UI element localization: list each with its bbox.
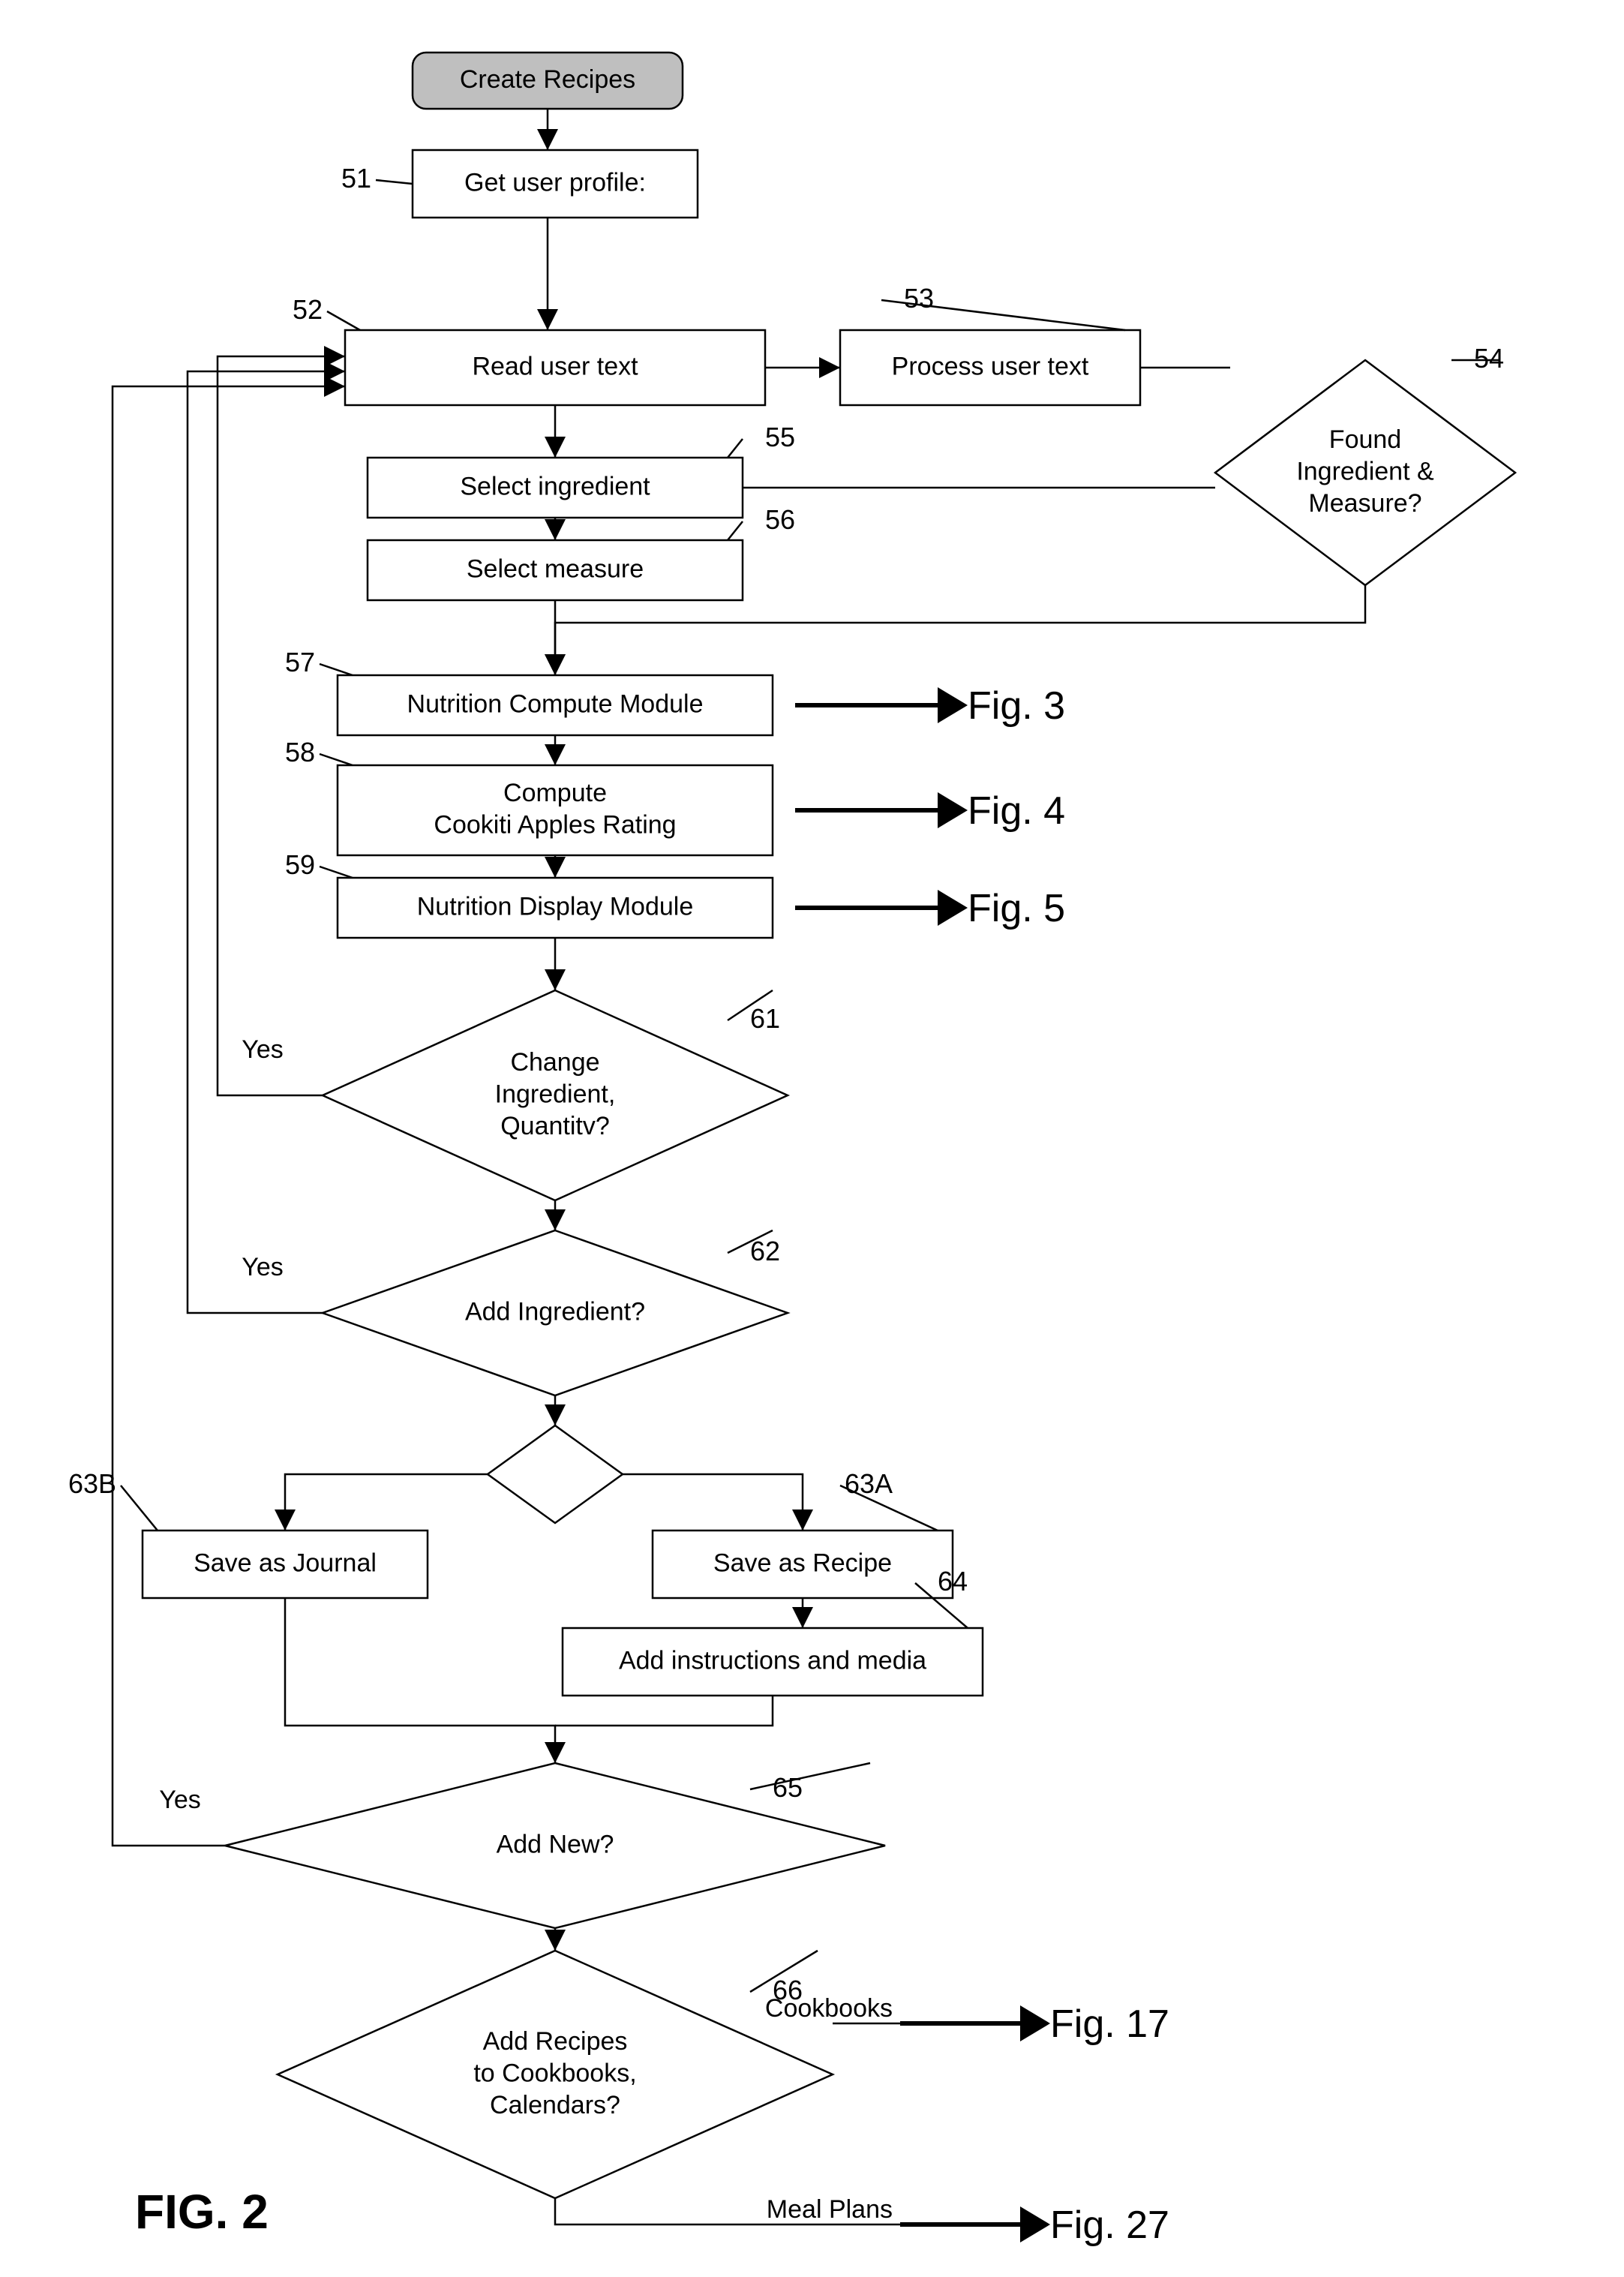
node-label-n52-0: Read user text [472,352,638,380]
node-label-n55-0: Select ingredient [460,472,650,500]
node-label-n66-1: to Cookbooks, [473,2059,636,2087]
node-label-n63B-0: Save as Journal [194,1549,377,1577]
edge [113,386,345,1846]
edge [285,1474,488,1531]
node-label-n61-0: Change [510,1048,599,1077]
ref-54: 54 [1474,343,1504,374]
edge-label-yes65: Yes [159,1786,200,1814]
ref-63A: 63A [845,1468,893,1499]
node-label-start-0: Create Recipes [460,65,635,94]
ref-56: 56 [765,504,795,535]
ref-59: 59 [285,849,315,880]
edge [285,1598,555,1763]
decision-n63 [488,1425,623,1523]
ref-61: 61 [750,1003,780,1034]
node-label-n59-0: Nutrition Display Module [417,892,694,921]
edge-label-yes61: Yes [242,1035,283,1064]
node-label-n53-0: Process user text [892,352,1089,380]
ref-55: 55 [765,422,795,452]
figref-fig3: Fig. 3 [968,684,1065,728]
node-label-n61-2: Quantitv? [500,1112,610,1140]
ref-52: 52 [293,294,323,325]
node-label-n58-0: Compute [503,779,607,807]
edge [555,1696,773,1726]
node-label-n58-1: Cookiti Apples Rating [434,811,676,840]
node-label-n66-0: Add Recipes [483,2027,628,2056]
node-label-n56-0: Select measure [467,554,644,583]
node-label-n54-0: Found [1329,425,1401,454]
edge [218,356,345,1095]
node-label-n66-2: Calendars? [490,2091,620,2119]
figref-fig27: Fig. 27 [1050,2203,1169,2247]
ref-58: 58 [285,737,315,768]
node-label-n65-0: Add New? [497,1830,614,1858]
ref-63B: 63B [68,1468,116,1499]
figref-fig17: Fig. 17 [1050,2002,1169,2046]
ref-64: 64 [938,1566,968,1597]
figref-fig4: Fig. 4 [968,789,1065,833]
figure-title: FIG. 2 [135,2185,269,2239]
ref-65: 65 [773,1772,803,1803]
edge-label-cookbooks: Cookbooks [765,1994,893,2023]
node-label-n54-1: Ingredient & [1296,457,1434,485]
edge [188,371,345,1313]
edge [623,1474,803,1531]
node-label-n57-0: Nutrition Compute Module [407,689,704,718]
figref-fig5: Fig. 5 [968,887,1065,930]
node-label-n61-1: Ingredient, [495,1080,616,1108]
edge-label-meal-plans: Meal Plans [767,2195,893,2224]
node-label-n63A-0: Save as Recipe [713,1549,892,1577]
edge-label-yes62: Yes [242,1253,283,1281]
ref-53: 53 [904,283,934,314]
node-label-n62-0: Add Ingredient? [465,1297,645,1326]
ref-51: 51 [341,163,371,194]
node-label-n51-0: Get user profile: [464,168,646,197]
node-label-n54-2: Measure? [1308,489,1421,518]
ref-57: 57 [285,647,315,677]
node-label-n64-0: Add instructions and media [619,1646,926,1675]
flowchart-canvas: Create Recipes Get user profile: Read user… [0,0,1624,2277]
